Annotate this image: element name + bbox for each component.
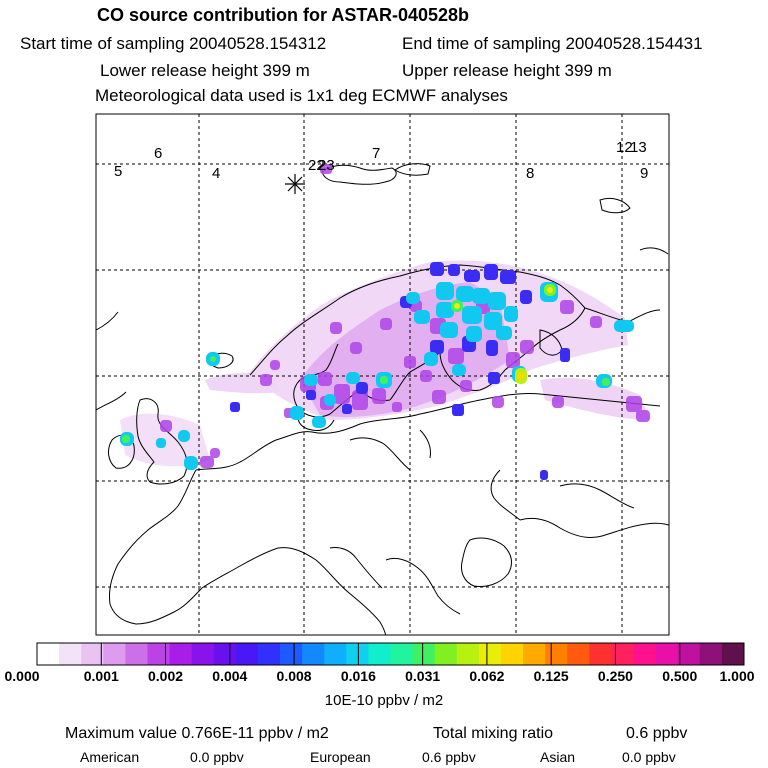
colorbar-swatch xyxy=(545,643,568,665)
colorbar-tick-label: 0.016 xyxy=(340,668,376,684)
colorbar-units: 10E-10 ppbv / m2 xyxy=(324,692,444,709)
total-mixing-label: Total mixing ratio xyxy=(433,725,554,742)
track-label-13: 13 xyxy=(630,139,647,156)
colorbar-tick-label: 0.001 xyxy=(83,668,119,684)
colorbar-tick-label: 0.008 xyxy=(276,668,312,684)
colorbar-swatch xyxy=(191,643,215,665)
colorbar-swatch xyxy=(368,643,391,665)
colorbar-swatch xyxy=(456,643,480,665)
american-label: American xyxy=(80,749,140,765)
track-labels: 5 6 4 7 8 9 12 13 22 23 xyxy=(114,139,648,182)
upper-release-height: Upper release height 399 m xyxy=(402,61,612,80)
track-label-8: 8 xyxy=(526,165,534,182)
colorbar-swatch xyxy=(81,643,104,665)
track-label-6: 6 xyxy=(154,145,162,162)
colorbar-swatch xyxy=(655,643,679,665)
colorbar-swatch xyxy=(257,643,281,665)
track-label-12: 12 xyxy=(616,139,633,156)
track-label-9: 9 xyxy=(640,165,648,182)
european-value: 0.6 ppbv xyxy=(422,749,476,765)
colorbar-swatch xyxy=(721,643,745,665)
colorbar-swatch xyxy=(302,643,325,665)
end-time: End time of sampling 20040528.154431 xyxy=(402,34,703,53)
colorbar-tick-label: 0.004 xyxy=(212,668,248,684)
colorbar-swatch xyxy=(478,643,502,665)
lower-release-height: Lower release height 399 m xyxy=(100,61,310,80)
track-label-7: 7 xyxy=(372,145,380,162)
colorbar xyxy=(36,642,745,666)
colorbar-swatch xyxy=(589,643,612,665)
colorbar-swatch xyxy=(633,643,657,665)
star-icon xyxy=(285,174,305,194)
colorbar-swatch xyxy=(147,643,171,665)
colorbar-swatch xyxy=(677,643,701,665)
colorbar-swatch xyxy=(390,643,414,665)
colorbar-swatch xyxy=(567,643,590,665)
track-label-4: 4 xyxy=(212,165,220,182)
colorbar-swatch xyxy=(59,643,82,665)
coastlines xyxy=(96,163,669,635)
plot-title: CO source contribution for ASTAR-040528b xyxy=(97,5,470,25)
colorbar-swatch xyxy=(37,643,60,665)
colorbar-tick-label: 0.062 xyxy=(469,668,505,684)
european-label: European xyxy=(310,749,371,765)
colorbar-swatch xyxy=(235,643,259,665)
concentration-field xyxy=(120,164,650,480)
colorbar-swatch xyxy=(523,643,546,665)
met-data-note: Meteorological data used is 1x1 deg ECMW… xyxy=(95,86,508,105)
colorbar-swatch xyxy=(500,643,524,665)
asian-value: 0.0 ppbv xyxy=(622,749,676,765)
colorbar-swatch xyxy=(169,643,193,665)
colorbar-swatch xyxy=(699,643,723,665)
colorbar-tick-label: 0.002 xyxy=(148,668,184,684)
colorbar-tick-label: 0.250 xyxy=(597,668,633,684)
start-time: Start time of sampling 20040528.154312 xyxy=(20,34,327,53)
map-frame xyxy=(95,113,670,636)
track-label-5: 5 xyxy=(114,163,122,180)
track-label-23: 23 xyxy=(318,157,335,174)
colorbar-swatch xyxy=(346,643,369,665)
colorbar-tick-label: 0.031 xyxy=(405,668,441,684)
colorbar-frame xyxy=(36,642,745,666)
colorbar-swatch xyxy=(434,643,458,665)
plume-background xyxy=(120,260,650,467)
colorbar-tick-label: 0.500 xyxy=(662,668,698,684)
colorbar-swatch xyxy=(412,643,436,665)
colorbar-swatch xyxy=(103,643,126,665)
colorbar-swatch xyxy=(125,643,148,665)
asian-label: Asian xyxy=(540,749,576,765)
total-mixing-value: 0.6 ppbv xyxy=(626,725,688,742)
colorbar-swatch xyxy=(280,643,303,665)
colorbar-tick-label: 0.125 xyxy=(533,668,569,684)
colorbar-swatch xyxy=(611,643,635,665)
max-value-label: Maximum value 0.766E-11 ppbv / m2 xyxy=(65,725,329,742)
track-label-22: 22 xyxy=(308,157,325,174)
american-value: 0.0 ppbv xyxy=(190,749,244,765)
colorbar-tick-label: 1.000 xyxy=(719,668,755,684)
colorbar-swatch xyxy=(324,643,347,665)
colorbar-swatch xyxy=(213,643,237,665)
colorbar-tick-label: 0.000 xyxy=(4,668,40,684)
